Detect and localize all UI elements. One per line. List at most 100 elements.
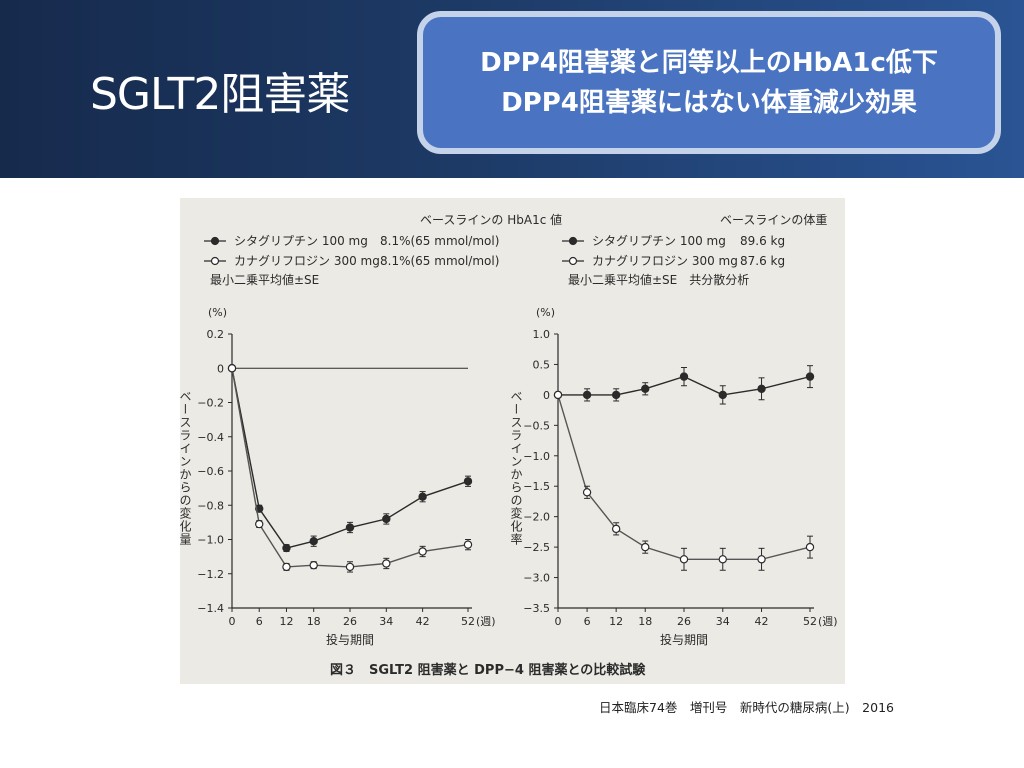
- chart1-legend-baseline-1: 8.1%(65 mmol/mol): [380, 254, 499, 268]
- chart2-series-0-point-3: [641, 384, 650, 393]
- chart2-legend-baseline-1: 87.6 kg: [740, 254, 785, 268]
- chart2-x-tick-label-4: 26: [677, 615, 691, 628]
- chart2-y-tick-label-5: −1.5: [523, 480, 550, 493]
- chart2-y-tick-label-2: 0: [543, 389, 550, 402]
- chart2-series-1-line: [557, 394, 811, 560]
- chart2-series-0-point-7: [805, 372, 815, 381]
- chart2-note: 最小二乗平均値±SE 共分散分析: [568, 272, 749, 287]
- chart1-legend-baseline-0: 8.1%(65 mmol/mol): [380, 234, 499, 248]
- chart2-y-tick-label-9: −3.5: [523, 602, 550, 615]
- chart1-series-0-point-5: [382, 514, 391, 524]
- callout-line-2: DPP4阻害薬にはない体重減少効果: [501, 87, 917, 118]
- chart1-title: ベースラインの HbA1c 値: [420, 212, 562, 227]
- chart2-series-1-point-2: [611, 524, 621, 534]
- chart1-x-tick-label-6: 42: [416, 615, 430, 628]
- chart1-xlabel: 投与期間: [326, 632, 374, 647]
- chart1-x-tick-label-7: 52: [461, 615, 475, 628]
- chart2-series-0-point-5: [718, 390, 727, 400]
- chart2-series-0-point-2: [611, 390, 621, 400]
- chart1-x-tick-label-2: 12: [279, 615, 293, 628]
- chart2-xunit: (週): [818, 615, 838, 628]
- chart2-y-tick-label-1: 0.5: [533, 358, 551, 371]
- chart1-x-tick-label-3: 18: [307, 615, 321, 628]
- chart2-x-tick-label-5: 34: [716, 615, 730, 628]
- chart2-x-tick-label-2: 12: [609, 615, 623, 628]
- chart2-x-tick-label-6: 42: [755, 615, 769, 628]
- chart2-series-1-point-5: [718, 555, 727, 564]
- chart2-y-tick-label-3: −0.5: [523, 419, 550, 432]
- chart1-series-1-point-7: [463, 540, 473, 549]
- chart1-y-tick-label-5: −0.8: [197, 499, 224, 512]
- chart1-note: 最小二乗平均値±SE: [210, 272, 319, 287]
- chart1-yunit: (%): [208, 306, 227, 319]
- chart1-series-1-point-3: [309, 560, 318, 570]
- chart2-y-tick-label-7: −2.5: [523, 541, 550, 554]
- chart1-xunit: (週): [476, 615, 496, 628]
- chart1-series-0-line: [231, 368, 469, 549]
- chart2-xlabel: 投与期間: [660, 632, 708, 647]
- callout-box: DPP4阻害薬と同等以上のHbA1c低下 DPP4阻害薬にはない体重減少効果: [417, 11, 1001, 154]
- chart1-series-0-point-7: [463, 477, 473, 486]
- citation: 日本臨床74巻 増刊号 新時代の糖尿病(上) 2016: [599, 700, 894, 715]
- chart2-y-tick-label-6: −2.0: [523, 511, 550, 524]
- figure-caption: 図３ SGLT2 阻害薬と DPP−4 阻害薬との比較試験: [330, 662, 646, 678]
- chart2-title: ベースラインの体重: [720, 213, 827, 227]
- chart2-series-1-point-4: [679, 555, 689, 564]
- chart2-series-0-point-6: [757, 384, 766, 393]
- chart2-series-0-point-1: [582, 390, 592, 400]
- figure-scan: ベースラインの HbA1c 値シタグリプチン 100 mg 8.1%(65 mmo…: [180, 198, 845, 684]
- chart1-series-1-point-4: [345, 562, 355, 572]
- chart1-y-tick-label-7: −1.2: [197, 568, 224, 581]
- chart2-series-1-point-6: [757, 555, 766, 564]
- slide-title: SGLT2阻害薬: [90, 69, 350, 120]
- chart1-y-tick-label-0: 0.2: [207, 328, 225, 341]
- chart1-series-1-point-6: [418, 547, 427, 556]
- chart1-series-1-point-1: [255, 519, 264, 529]
- chart2-y-tick-label-0: 1.0: [533, 328, 551, 341]
- chart1-y-tick-label-1: 0: [217, 362, 224, 375]
- chart2-series-0-point-4: [679, 372, 689, 381]
- chart1-legend-marker-0: [210, 236, 220, 246]
- chart1-y-tick-label-3: −0.4: [197, 431, 224, 444]
- chart2-legend-label-1: カナグリフロジン 300 mg: [592, 254, 738, 268]
- chart2-ylabel: ベースラインからの変化率: [509, 390, 523, 546]
- chart1-legend-label-0: シタグリプチン 100 mg: [234, 234, 368, 248]
- chart1-y-tick-label-6: −1.0: [197, 534, 224, 547]
- chart2-series-1-point-7: [805, 542, 815, 552]
- chart1-series-0-point-6: [418, 492, 427, 501]
- chart2-x-tick-label-7: 52: [803, 615, 817, 628]
- chart1-y-tick-label-4: −0.6: [197, 465, 224, 478]
- chart2-series-1-point-1: [582, 488, 592, 497]
- chart2-y-tick-label-8: −3.0: [523, 572, 550, 585]
- chart2-y-tick-label-4: −1.0: [523, 450, 550, 463]
- chart1-legend-marker-1: [210, 256, 220, 266]
- chart1-x-tick-label-0: 0: [229, 615, 236, 628]
- chart1-series-1-point-0: [227, 364, 237, 373]
- chart2-legend-label-0: シタグリプチン 100 mg: [592, 234, 726, 248]
- chart2-x-tick-label-0: 0: [555, 615, 562, 628]
- chart1-x-tick-label-5: 34: [379, 615, 393, 628]
- chart2-series-1-point-3: [641, 542, 650, 552]
- chart2-legend-marker-1: [568, 256, 578, 266]
- chart2-legend-baseline-0: 89.6 kg: [740, 234, 785, 248]
- chart1-series-0-point-3: [309, 537, 318, 546]
- chart1-x-tick-label-4: 26: [343, 615, 357, 628]
- chart1-legend-label-1: カナグリフロジン 300 mg: [234, 254, 380, 268]
- callout-line-1: DPP4阻害薬と同等以上のHbA1c低下: [480, 47, 938, 78]
- chart2-series-0-line: [558, 375, 811, 396]
- chart1-series-1-point-5: [382, 559, 391, 568]
- chart1-ylabel: ベースラインからの変化量: [180, 390, 192, 546]
- chart2-yunit: (%): [536, 306, 555, 319]
- chart1-y-tick-label-8: −1.4: [197, 602, 224, 615]
- chart1-series-0-point-2: [282, 543, 291, 553]
- chart1-x-tick-label-1: 6: [256, 615, 263, 628]
- chart1-series-0-point-4: [345, 523, 355, 532]
- chart1-y-tick-label-2: −0.2: [197, 397, 224, 410]
- chart2-legend-marker-0: [568, 236, 578, 246]
- chart1-series-1-point-2: [282, 562, 291, 572]
- chart2-series-1-point-0: [553, 390, 563, 400]
- chart2-x-tick-label-3: 18: [638, 615, 652, 628]
- chart2-x-tick-label-1: 6: [584, 615, 591, 628]
- chart1-series-1-line: [231, 368, 469, 568]
